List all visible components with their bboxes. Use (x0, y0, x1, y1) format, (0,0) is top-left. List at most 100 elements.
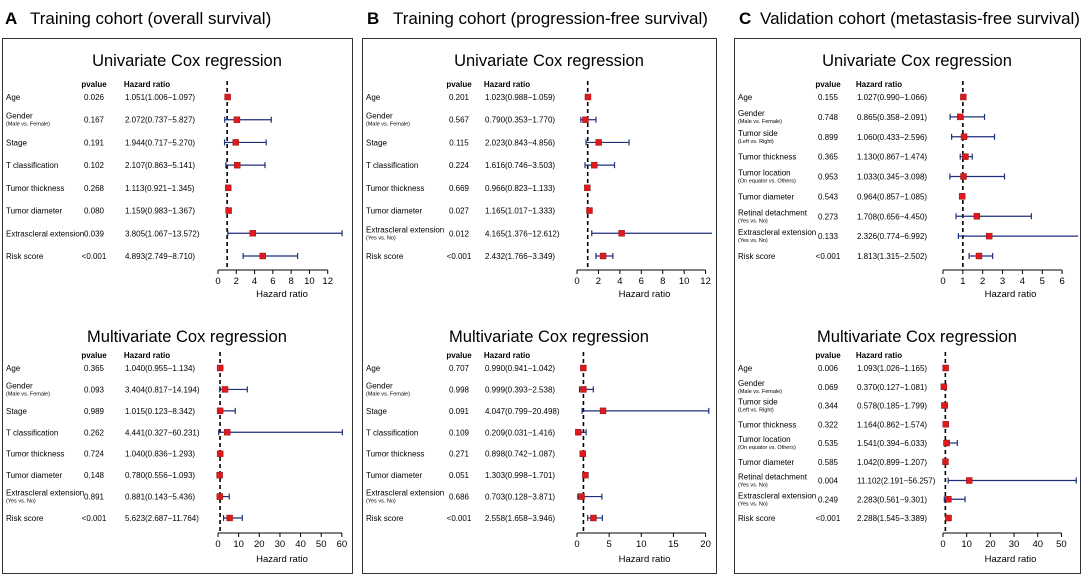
row-label: Tumor diameter (738, 192, 795, 201)
hazard-ratio-header: Hazard ratio (856, 80, 902, 89)
row-label: Age (6, 93, 21, 102)
row-hazard-ratio: 1.040(0.836−1.293) (125, 450, 195, 459)
forest-row: Risk score <0.001 1.813(1.315−2.502) (738, 252, 994, 261)
row-hazard-ratio: 1.027(0.990−1.066) (857, 93, 927, 102)
univariate-block: Univariate Cox regression pvalue Hazard ra… (738, 52, 1078, 300)
x-axis: 0 1 2 3 4 5 6 Hazard ratio (940, 269, 1065, 300)
x-tick-label: 30 (275, 539, 286, 550)
block-title: Multivariate Cox regression (817, 328, 1017, 346)
x-tick-label: 50 (1056, 539, 1067, 550)
row-label: Extrascleral extension (366, 489, 444, 498)
x-tick-label: 0 (574, 539, 579, 550)
row-label: Retinal detachment (738, 473, 808, 482)
x-tick-label: 1 (960, 276, 965, 287)
forest-row: Tumor diameter 0.051 1.303(0.998−1.701) (366, 471, 589, 480)
row-pvalue: 0.899 (818, 133, 839, 142)
forest-row: Stage 0.115 2.023(0.843−4.856) (366, 138, 630, 147)
x-tick-label: 0 (940, 539, 945, 550)
row-hazard-ratio: 2.107(0.863−5.141) (125, 161, 195, 170)
forest-row: Tumor thickness 0.724 1.040(0.836−1.293) (6, 450, 224, 459)
row-hazard-ratio: 1.051(1.006−1.097) (125, 93, 195, 102)
forest-row: Gender(Male vs. Female) 0.069 0.370(0.127−… (738, 379, 948, 395)
row-pvalue: <0.001 (82, 252, 107, 261)
row-pvalue: 0.115 (449, 138, 469, 147)
row-label: Stage (366, 138, 387, 147)
panel-frame (362, 38, 717, 574)
hr-marker (584, 184, 591, 192)
row-hazard-ratio: 0.881(0.143−5.436) (125, 493, 195, 502)
row-label: Tumor diameter (6, 207, 63, 216)
hr-marker (224, 184, 232, 192)
hr-marker (590, 514, 597, 522)
forest-row: Gender(Male vs. Female) 0.567 0.790(0.353−… (366, 112, 597, 128)
forest-row: Age 0.155 1.027(0.990−1.066) (738, 93, 967, 102)
row-sublabel: (Yes vs. No) (738, 483, 768, 489)
hr-marker (956, 113, 964, 121)
x-tick-label: 60 (337, 539, 348, 550)
x-tick-label: 0 (574, 276, 579, 287)
row-pvalue: 0.322 (818, 420, 839, 429)
block-title: Univariate Cox regression (92, 52, 282, 70)
hr-marker (249, 230, 256, 237)
row-label: Tumor side (738, 398, 778, 407)
x-tick-label: 12 (700, 276, 711, 287)
forest-row: Risk score <0.001 2.288(1.545−3.389) (738, 514, 952, 523)
row-pvalue: 0.585 (818, 458, 839, 467)
row-pvalue: <0.001 (816, 252, 841, 261)
multivariate-block: Multivariate Cox regression pvalue Hazard … (738, 328, 1077, 565)
univariate-block: Univariate Cox regression pvalue Hazard ra… (6, 52, 343, 300)
row-label: T classification (366, 161, 418, 170)
x-tick-label: 2 (596, 276, 601, 287)
hr-marker (960, 133, 968, 140)
forest-row: Stage 0.091 4.047(0.799−20.498) (366, 407, 710, 416)
hazard-ratio-header: Hazard ratio (484, 80, 530, 89)
x-tick-label: 10 (961, 539, 972, 550)
hr-marker (221, 386, 229, 393)
hr-marker (975, 252, 983, 260)
hr-marker (962, 153, 969, 160)
row-hazard-ratio: 1.303(0.998−1.701) (485, 471, 555, 480)
x-axis-label: Hazard ratio (985, 289, 1037, 300)
row-pvalue: <0.001 (82, 514, 107, 523)
hr-marker (943, 439, 950, 447)
forest-row: T classification 0.109 0.209(0.031−1.416) (366, 428, 587, 437)
row-pvalue: 0.724 (84, 450, 105, 459)
row-label: Risk score (738, 514, 776, 523)
hr-marker (599, 407, 607, 415)
forest-row: T classification 0.262 4.441(0.327−60.231) (6, 428, 343, 437)
row-hazard-ratio: 1.541(0.394−6.033) (857, 439, 927, 448)
hr-marker (216, 493, 224, 500)
row-hazard-ratio: 0.990(0.941−1.042) (485, 364, 555, 373)
multivariate-block: Multivariate Cox regression pvalue Hazard … (366, 328, 711, 565)
hr-marker (591, 161, 598, 169)
x-tick-label: 8 (288, 276, 293, 287)
row-label: T classification (366, 428, 418, 437)
hr-marker (942, 364, 949, 372)
x-tick-label: 8 (660, 276, 665, 287)
row-hazard-ratio: 1.165(1.017−1.333) (485, 207, 555, 216)
hr-marker (575, 429, 582, 436)
hr-marker (582, 116, 589, 123)
row-hazard-ratio: 0.578(0.185−1.799) (857, 402, 927, 411)
hr-marker (942, 421, 949, 428)
forest-row: Gender(Male vs. Female) 0.748 0.865(0.358−… (738, 109, 986, 125)
forest-row: Tumor thickness 0.365 1.130(0.867−1.474) (738, 153, 973, 162)
hr-marker (579, 450, 586, 457)
row-label: Tumor thickness (6, 450, 64, 459)
row-hazard-ratio: 1.130(0.867−1.474) (857, 153, 927, 162)
row-sublabel: (Male vs. Female) (366, 391, 410, 397)
pvalue-header: pvalue (815, 351, 841, 360)
hr-marker (960, 173, 967, 180)
row-hazard-ratio: 1.093(1.026−1.165) (857, 364, 927, 373)
row-pvalue: 0.891 (84, 493, 105, 502)
row-hazard-ratio: 1.944(0.717−5.270) (125, 138, 195, 147)
row-label: Gender (366, 112, 393, 121)
row-pvalue: 0.006 (818, 364, 839, 373)
hazard-ratio-header: Hazard ratio (484, 351, 530, 360)
row-label: Risk score (6, 514, 44, 523)
row-label: Age (366, 93, 381, 102)
row-pvalue: 0.102 (84, 161, 105, 170)
forest-row: Extrascleral extension(Yes vs. No) 0.686 0… (366, 489, 603, 505)
forest-row: Gender(Male vs. Female) 0.093 3.404(0.817−… (6, 381, 248, 397)
row-pvalue: 0.344 (818, 402, 839, 411)
